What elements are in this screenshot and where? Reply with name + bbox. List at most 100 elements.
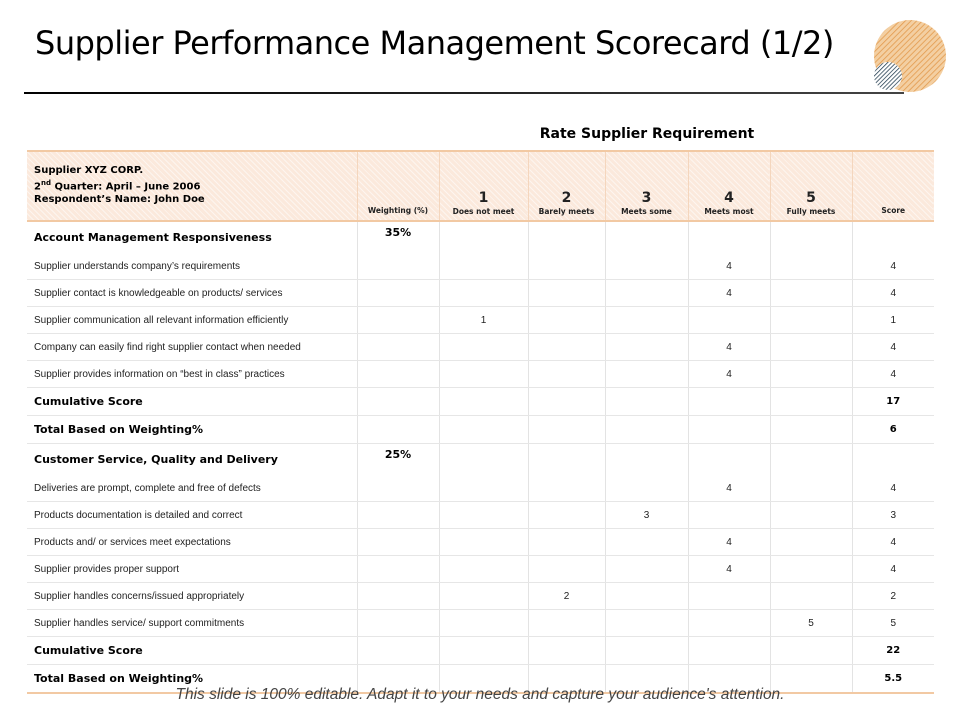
rating-cell-3: 3: [604, 501, 688, 529]
empty-cell: [438, 221, 528, 253]
rating-cell-5: [769, 582, 852, 610]
score-cell: 1: [851, 306, 934, 334]
rating-cell-2: [527, 333, 605, 361]
score-cell: 4: [851, 333, 934, 361]
weighting-cell: [356, 360, 439, 388]
rating-cell-4: 4: [687, 475, 770, 502]
rating-cell-1: [438, 582, 528, 610]
rating-cell-2: [527, 360, 605, 388]
rating-header-1: 1 Does not meet: [438, 150, 528, 222]
section-weighting: 25%: [356, 443, 439, 475]
rating-cell-3: [604, 360, 688, 388]
empty-cell: [527, 387, 605, 416]
criterion-label: Deliveries are prompt, complete and free…: [27, 475, 357, 502]
empty-cell: [527, 443, 605, 475]
rating-cell-4: 4: [687, 555, 770, 583]
empty-cell: [356, 387, 439, 416]
score-cell: 4: [851, 360, 934, 388]
rating-cell-4: [687, 582, 770, 610]
criterion-label: Supplier contact is knowledgeable on pro…: [27, 279, 357, 307]
empty-cell: [438, 443, 528, 475]
total-label: Total Based on Weighting%: [27, 415, 357, 444]
weighting-cell: [356, 555, 439, 583]
rating-cell-2: [527, 528, 605, 556]
total-label: Cumulative Score: [27, 387, 357, 416]
rating-cell-1: [438, 555, 528, 583]
weighting-cell: [356, 253, 439, 280]
criterion-row: Supplier contact is knowledgeable on pro…: [27, 279, 934, 307]
rating-cell-2: [527, 555, 605, 583]
total-score: 5.5: [851, 664, 934, 694]
rating-cell-2: [527, 279, 605, 307]
score-cell: 4: [851, 279, 934, 307]
score-cell: 4: [851, 528, 934, 556]
total-row: Cumulative Score 22: [27, 636, 934, 665]
rating-cell-5: [769, 333, 852, 361]
criterion-label: Products documentation is detailed and c…: [27, 501, 357, 529]
criterion-row: Company can easily find right supplier c…: [27, 333, 934, 361]
criterion-row: Products and/ or services meet expectati…: [27, 528, 934, 556]
empty-cell: [604, 387, 688, 416]
empty-cell: [604, 636, 688, 665]
empty-cell: [604, 415, 688, 444]
rating-header-3: 3 Meets some: [604, 150, 688, 222]
rate-requirement-heading: Rate Supplier Requirement: [539, 126, 755, 142]
empty-cell: [356, 664, 439, 694]
empty-cell: [527, 636, 605, 665]
score-cell: 4: [851, 555, 934, 583]
rating-cell-4: [687, 501, 770, 529]
rating-cell-4: 4: [687, 333, 770, 361]
rating-cell-4: [687, 609, 770, 637]
table-header-row: Supplier XYZ CORP. 2nd Quarter: April – …: [27, 150, 934, 222]
rating-cell-5: [769, 528, 852, 556]
empty-cell: [527, 415, 605, 444]
empty-cell: [604, 664, 688, 694]
criterion-row: Supplier handles service/ support commit…: [27, 609, 934, 637]
rating-cell-1: [438, 360, 528, 388]
section-title: Account Management Responsiveness: [34, 231, 272, 244]
rating-cell-1: [438, 609, 528, 637]
empty-cell: [769, 221, 852, 253]
rating-cell-1: [438, 501, 528, 529]
empty-cell: [769, 415, 852, 444]
empty-cell: [769, 443, 852, 475]
criterion-label: Products and/ or services meet expectati…: [27, 528, 357, 556]
empty-cell: [687, 443, 770, 475]
rating-cell-4: 4: [687, 279, 770, 307]
rating-header-2: 2 Barely meets: [527, 150, 605, 222]
weighting-cell: [356, 609, 439, 637]
rating-cell-4: 4: [687, 528, 770, 556]
section-row: Customer Service, Quality and Delivery 25…: [27, 443, 934, 475]
criterion-label: Supplier understands company’s requireme…: [27, 253, 357, 280]
score-cell: 3: [851, 501, 934, 529]
criterion-label: Supplier communication all relevant info…: [27, 306, 357, 334]
total-score: 6: [851, 415, 934, 444]
rating-cell-2: 2: [527, 582, 605, 610]
empty-cell: [851, 221, 934, 253]
empty-cell: [438, 415, 528, 444]
rating-cell-3: [604, 555, 688, 583]
weighting-cell: [356, 582, 439, 610]
criterion-row: Deliveries are prompt, complete and free…: [27, 475, 934, 502]
score-cell: 4: [851, 475, 934, 502]
section-row: Account Management Responsiveness 35%: [27, 221, 934, 253]
weighting-cell: [356, 501, 439, 529]
total-row: Cumulative Score 17: [27, 387, 934, 416]
rating-cell-3: [604, 253, 688, 280]
rating-cell-5: [769, 360, 852, 388]
rating-cell-1: [438, 333, 528, 361]
criterion-label: Supplier provides information on “best i…: [27, 360, 357, 388]
criterion-row: Products documentation is detailed and c…: [27, 501, 934, 529]
rating-cell-2: [527, 253, 605, 280]
empty-cell: [687, 415, 770, 444]
quarter-line: 2nd Quarter: April – June 2006: [34, 178, 201, 192]
rating-cell-5: [769, 555, 852, 583]
score-cell: 4: [851, 253, 934, 280]
rating-cell-3: [604, 528, 688, 556]
footer-note: This slide is 100% editable. Adapt it to…: [175, 686, 785, 703]
rating-cell-1: [438, 475, 528, 502]
rating-cell-2: [527, 306, 605, 334]
empty-cell: [604, 221, 688, 253]
criterion-row: Supplier communication all relevant info…: [27, 306, 934, 334]
weighting-header: Weighting (%): [356, 150, 439, 222]
